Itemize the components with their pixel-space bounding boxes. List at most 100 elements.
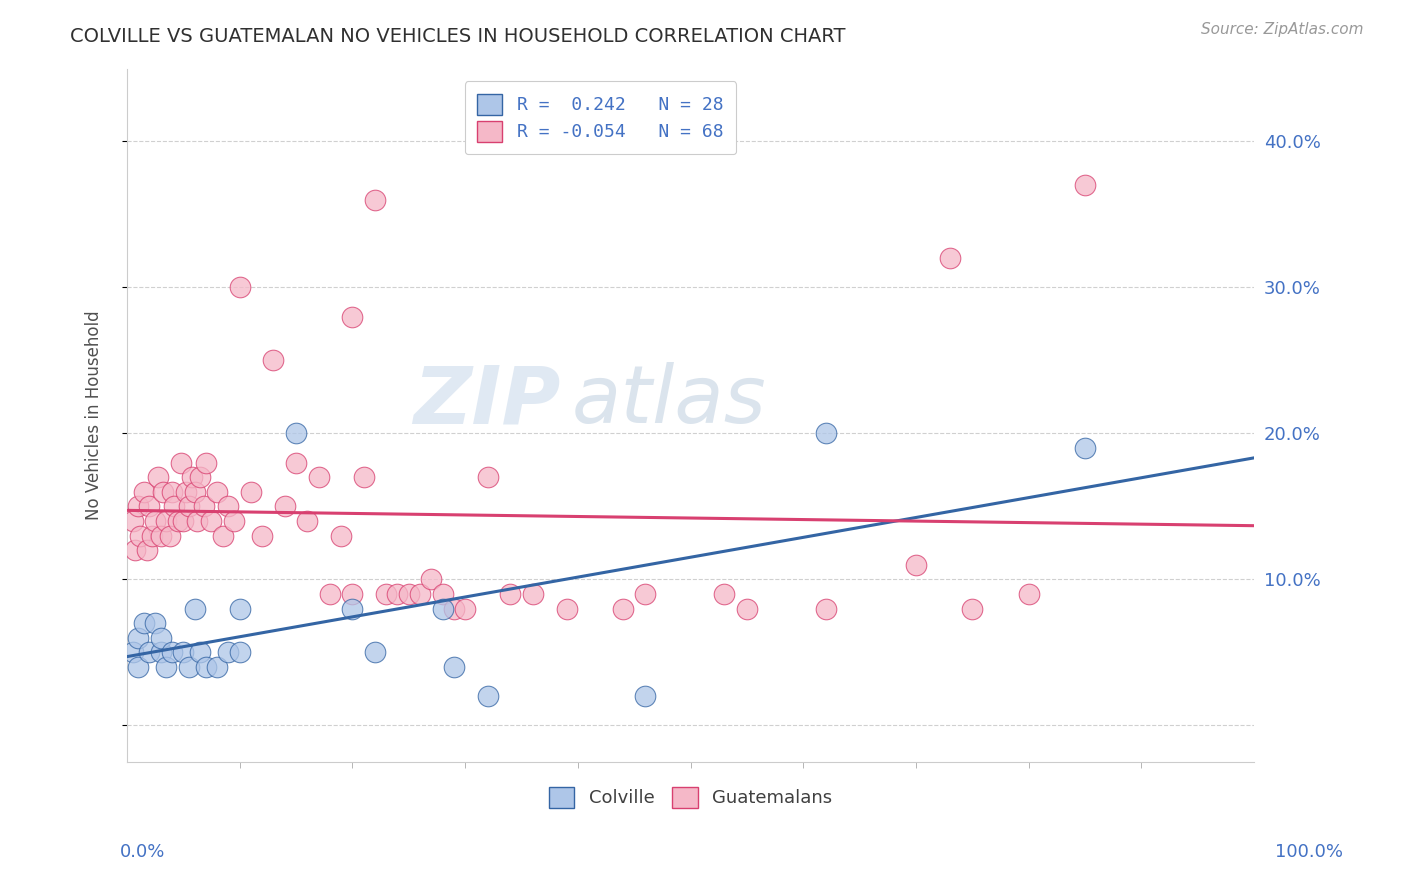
Point: [188, 645, 211, 659]
Text: ZIP: ZIP: [413, 362, 561, 441]
Point: [177, 660, 200, 674]
Point: [155, 660, 177, 674]
Text: 0.0%: 0.0%: [120, 843, 165, 861]
Point: [217, 500, 239, 514]
Point: [194, 660, 217, 674]
Point: [217, 645, 239, 659]
Point: [409, 587, 432, 601]
Point: [939, 252, 962, 266]
Point: [454, 601, 477, 615]
Text: 100.0%: 100.0%: [1275, 843, 1343, 861]
Point: [160, 645, 183, 659]
Point: [127, 660, 149, 674]
Point: [211, 528, 233, 542]
Point: [364, 645, 387, 659]
Point: [364, 193, 387, 207]
Point: [143, 514, 166, 528]
Point: [152, 484, 174, 499]
Point: [194, 456, 217, 470]
Point: [155, 514, 177, 528]
Point: [149, 528, 172, 542]
Point: [149, 645, 172, 659]
Point: [132, 616, 155, 631]
Point: [188, 470, 211, 484]
Point: [330, 528, 353, 542]
Point: [477, 470, 499, 484]
Point: [177, 500, 200, 514]
Point: [432, 601, 454, 615]
Point: [129, 528, 152, 542]
Point: [132, 484, 155, 499]
Point: [432, 587, 454, 601]
Point: [200, 514, 222, 528]
Point: [163, 500, 186, 514]
Point: [387, 587, 409, 601]
Point: [138, 500, 160, 514]
Point: [121, 514, 143, 528]
Point: [477, 689, 499, 703]
Point: [499, 587, 522, 601]
Point: [228, 601, 250, 615]
Point: [239, 484, 262, 499]
Text: atlas: atlas: [572, 362, 766, 441]
Point: [308, 470, 330, 484]
Point: [186, 514, 208, 528]
Point: [634, 689, 657, 703]
Point: [353, 470, 375, 484]
Point: [160, 484, 183, 499]
Point: [735, 601, 758, 615]
Point: [319, 587, 342, 601]
Point: [443, 601, 465, 615]
Point: [181, 470, 204, 484]
Point: [342, 587, 364, 601]
Point: [222, 514, 245, 528]
Point: [285, 426, 308, 441]
Point: [138, 645, 160, 659]
Point: [183, 601, 205, 615]
Point: [342, 310, 364, 324]
Point: [962, 601, 984, 615]
Point: [342, 601, 364, 615]
Text: COLVILLE VS GUATEMALAN NO VEHICLES IN HOUSEHOLD CORRELATION CHART: COLVILLE VS GUATEMALAN NO VEHICLES IN HO…: [70, 27, 846, 45]
Point: [1074, 441, 1097, 455]
Point: [420, 572, 443, 586]
Point: [285, 456, 308, 470]
Point: [174, 484, 197, 499]
Point: [136, 543, 159, 558]
Point: [228, 645, 250, 659]
Point: [262, 353, 284, 368]
Point: [127, 500, 149, 514]
Point: [297, 514, 319, 528]
Point: [141, 528, 163, 542]
Point: [166, 514, 188, 528]
Point: [159, 528, 181, 542]
Point: [149, 631, 172, 645]
Point: [148, 470, 170, 484]
Point: [274, 500, 297, 514]
Point: [1074, 178, 1097, 193]
Point: [143, 616, 166, 631]
Point: [205, 660, 228, 674]
Point: [250, 528, 273, 542]
Point: [127, 631, 149, 645]
Point: [170, 456, 193, 470]
Point: [555, 601, 578, 615]
Point: [814, 426, 837, 441]
Point: [205, 484, 228, 499]
Point: [193, 500, 215, 514]
Point: [398, 587, 420, 601]
Point: [1018, 587, 1040, 601]
Point: [522, 587, 544, 601]
Point: [172, 645, 194, 659]
Point: [612, 601, 634, 615]
Point: [443, 660, 465, 674]
Point: [228, 280, 250, 294]
Point: [172, 514, 194, 528]
Point: [183, 484, 205, 499]
Legend: Colville, Guatemalans: Colville, Guatemalans: [541, 780, 839, 815]
Point: [634, 587, 657, 601]
Point: [121, 645, 143, 659]
Point: [375, 587, 398, 601]
Y-axis label: No Vehicles in Household: No Vehicles in Household: [86, 310, 103, 520]
Text: Source: ZipAtlas.com: Source: ZipAtlas.com: [1201, 22, 1364, 37]
